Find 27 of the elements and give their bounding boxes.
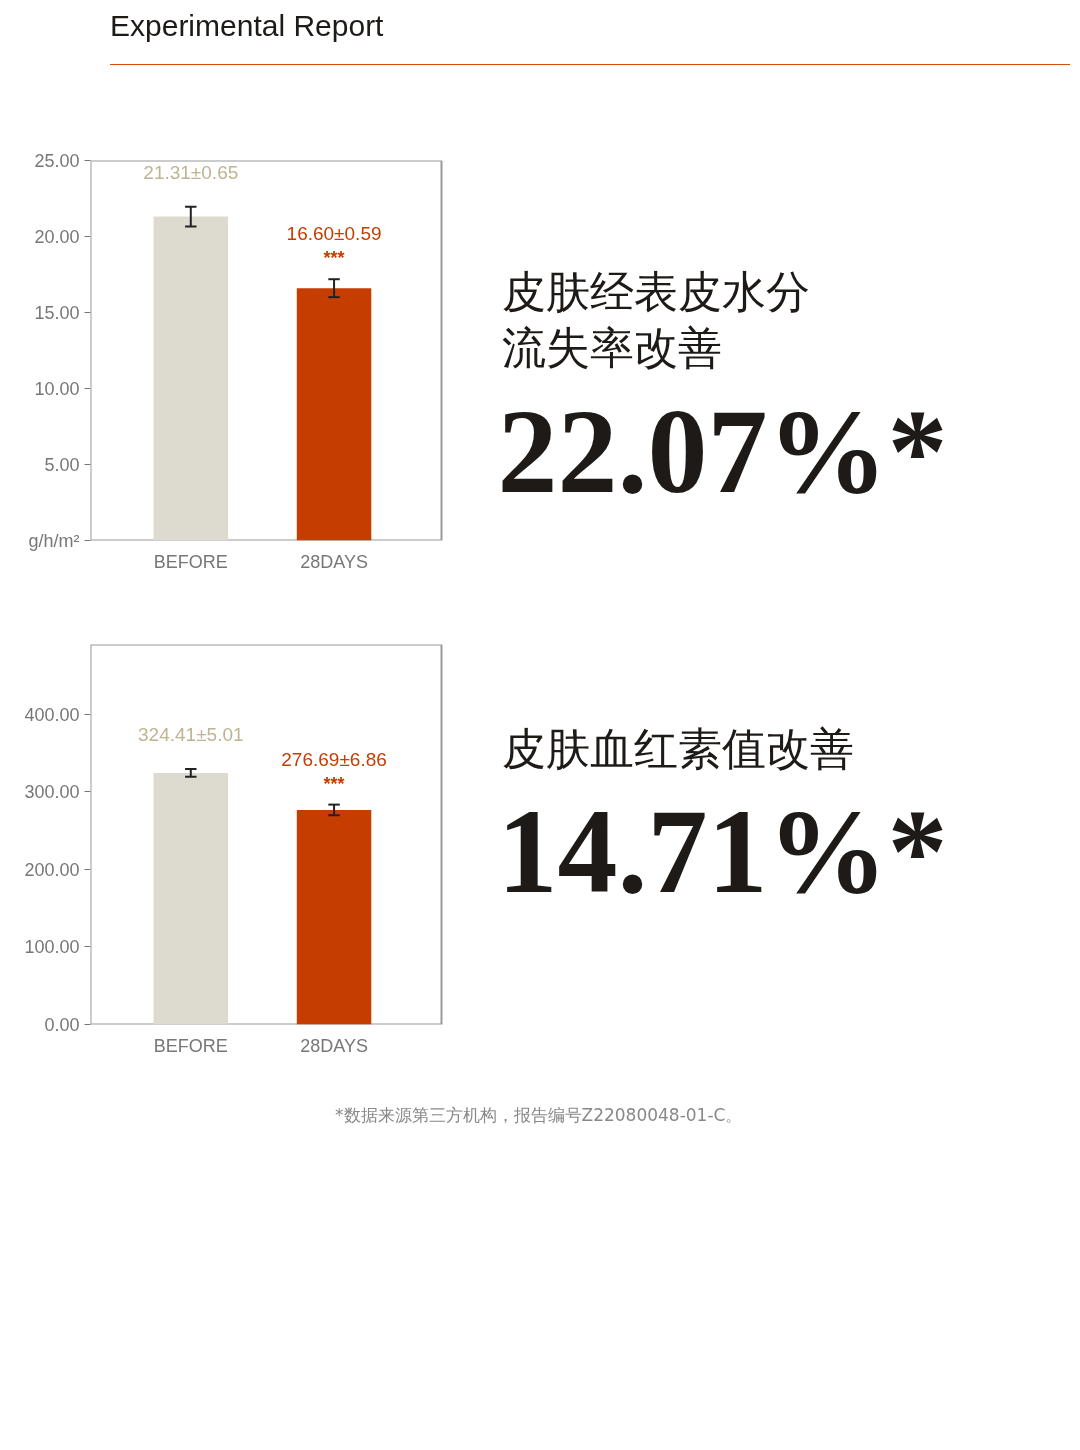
text: 皮肤经表皮水分流失率改善 xyxy=(501,266,810,374)
data-label: 16.60±0.59 xyxy=(286,223,382,245)
annotation: *** xyxy=(323,248,345,269)
y-tick-label: 0.00 xyxy=(44,1015,80,1035)
y-tick-label: g/h/m² xyxy=(28,530,80,551)
annotation: *** xyxy=(323,773,345,794)
chart-title: Experimental Report xyxy=(110,8,384,44)
x-tick-label: BEFORE xyxy=(153,551,228,572)
y-tick-label: 300.00 xyxy=(24,782,80,803)
x-tick-label: 28DAYS xyxy=(300,551,368,572)
y-tick-label: 25.00 xyxy=(34,150,80,171)
text: *数据来源第三方机构，报告编号Z22080048-01-C。 xyxy=(335,1104,743,1127)
text: 14.71%* xyxy=(497,785,948,919)
y-tick-label: 5.00 xyxy=(44,454,80,475)
y-tick-label: 20.00 xyxy=(34,226,80,247)
y-tick-label: 200.00 xyxy=(24,859,80,880)
text: 皮肤血红素值改善 xyxy=(501,722,854,774)
y-tick-label: 10.00 xyxy=(34,378,80,399)
y-tick-label: 400.00 xyxy=(24,704,80,725)
data-label: 324.41±5.01 xyxy=(138,724,244,746)
y-tick-label: 100.00 xyxy=(24,937,80,958)
x-tick-label: BEFORE xyxy=(153,1035,228,1056)
data-label: 21.31±0.65 xyxy=(143,162,239,184)
x-tick-label: 28DAYS xyxy=(300,1035,368,1056)
text: 22.07%* xyxy=(497,384,948,518)
data-label: 276.69±6.86 xyxy=(281,748,387,770)
y-tick-label: 15.00 xyxy=(34,302,80,323)
